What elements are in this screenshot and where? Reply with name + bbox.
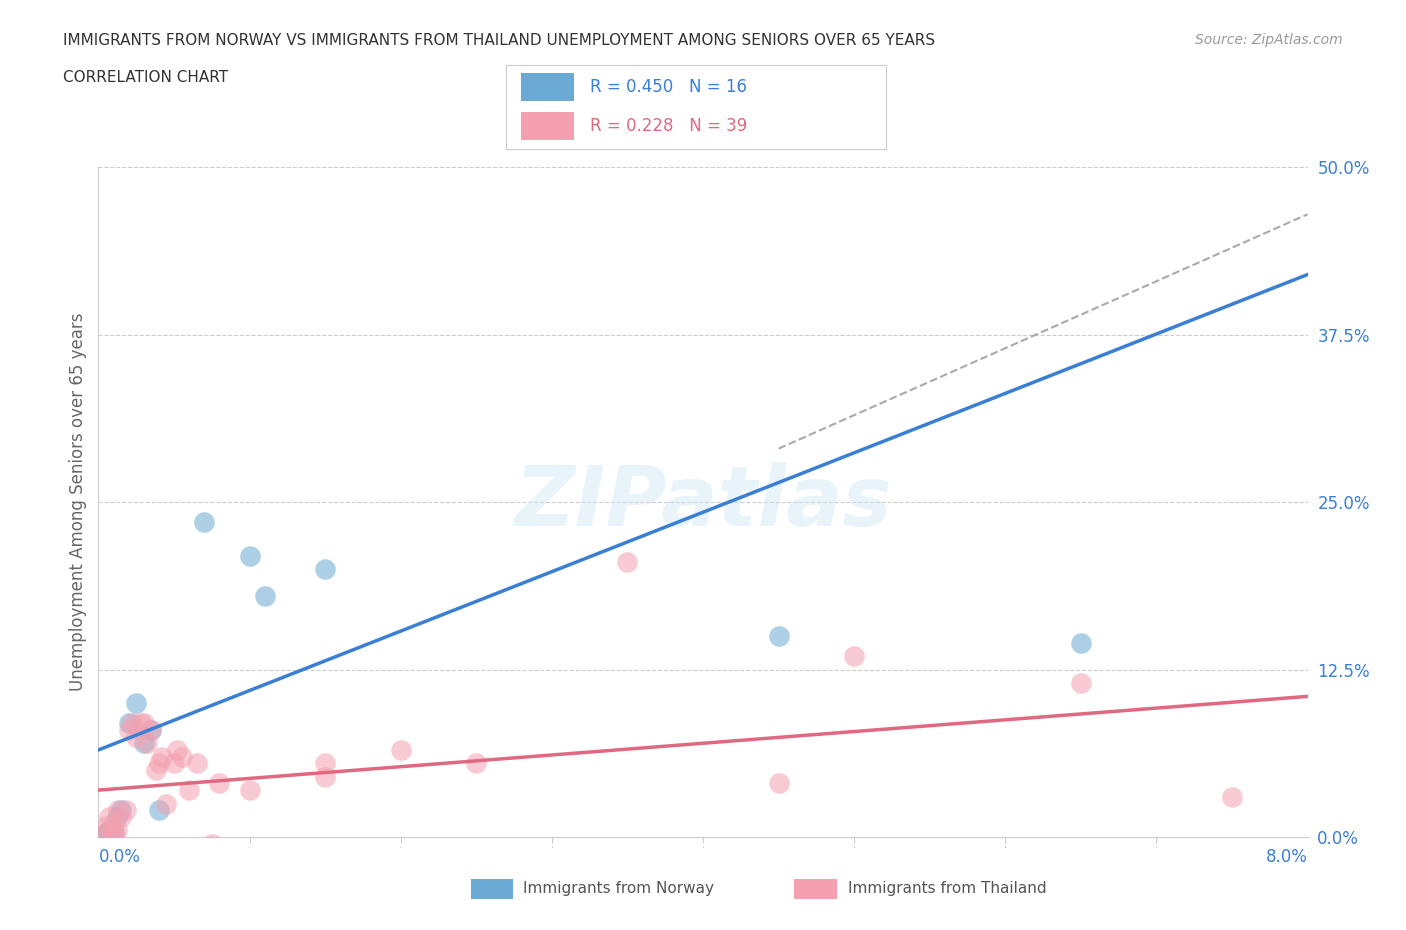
Point	[186, 756, 208, 771]
Point	[125, 696, 148, 711]
Text: Source: ZipAtlas.com: Source: ZipAtlas.com	[1195, 33, 1343, 46]
Point	[103, 824, 125, 839]
Point	[314, 769, 336, 784]
Point	[94, 826, 117, 841]
Point	[1070, 675, 1092, 690]
Point	[100, 826, 122, 841]
Point	[105, 809, 128, 824]
Point	[141, 723, 163, 737]
Point	[768, 629, 790, 644]
Point	[155, 796, 177, 811]
Point	[118, 716, 141, 731]
Point	[118, 723, 141, 737]
Point	[105, 823, 128, 838]
Point	[170, 750, 193, 764]
Point	[135, 736, 157, 751]
Point	[121, 716, 143, 731]
Point	[150, 750, 173, 764]
Point	[114, 803, 136, 817]
Point	[129, 716, 152, 731]
Point	[1220, 790, 1243, 804]
Text: CORRELATION CHART: CORRELATION CHART	[63, 70, 228, 85]
Text: R = 0.450   N = 16: R = 0.450 N = 16	[589, 78, 747, 96]
Text: R = 0.228   N = 39: R = 0.228 N = 39	[589, 117, 747, 135]
Bar	[522, 73, 575, 101]
Point	[166, 742, 188, 757]
Text: 8.0%: 8.0%	[1265, 848, 1308, 866]
Bar	[522, 112, 575, 140]
Point	[844, 649, 866, 664]
Point	[148, 756, 170, 771]
Point	[103, 827, 125, 842]
Point	[103, 817, 125, 831]
Point	[201, 836, 224, 851]
Point	[94, 818, 117, 833]
Point	[239, 549, 262, 564]
Point	[768, 776, 790, 790]
Point	[98, 809, 121, 824]
Point	[125, 729, 148, 744]
Point	[389, 742, 412, 757]
Point	[314, 562, 336, 577]
Point	[110, 809, 132, 824]
Point	[208, 776, 231, 790]
Point	[193, 843, 215, 857]
Point	[239, 783, 262, 798]
Text: Immigrants from Norway: Immigrants from Norway	[523, 881, 714, 896]
Text: 0.0%: 0.0%	[98, 848, 141, 866]
Point	[107, 803, 129, 817]
Text: ZIPatlas: ZIPatlas	[515, 461, 891, 543]
Text: Immigrants from Thailand: Immigrants from Thailand	[848, 881, 1046, 896]
Point	[148, 803, 170, 817]
Point	[465, 756, 488, 771]
Point	[91, 827, 114, 842]
Point	[163, 756, 186, 771]
Point	[253, 589, 276, 604]
Y-axis label: Unemployment Among Seniors over 65 years: Unemployment Among Seniors over 65 years	[69, 313, 87, 691]
Point	[1070, 635, 1092, 650]
Point	[179, 783, 201, 798]
Point	[145, 763, 167, 777]
Point	[110, 803, 132, 817]
Text: IMMIGRANTS FROM NORWAY VS IMMIGRANTS FROM THAILAND UNEMPLOYMENT AMONG SENIORS OV: IMMIGRANTS FROM NORWAY VS IMMIGRANTS FRO…	[63, 33, 935, 47]
Point	[616, 555, 638, 570]
Point	[141, 723, 163, 737]
Point	[132, 716, 155, 731]
Point	[314, 756, 336, 771]
Point	[98, 823, 121, 838]
Point	[193, 515, 215, 530]
Point	[132, 736, 155, 751]
